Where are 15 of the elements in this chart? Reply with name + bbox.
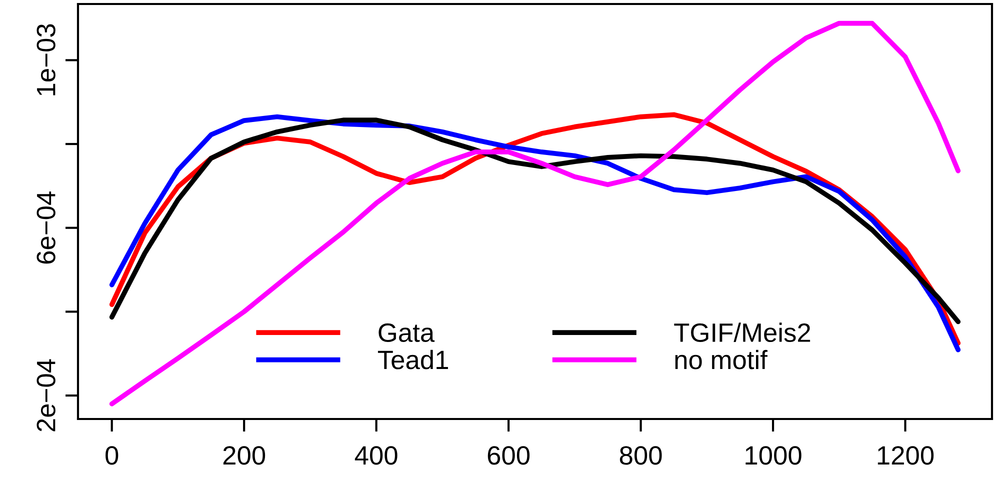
x-tick-label: 800 [620, 446, 662, 465]
legend-label: Tead1 [378, 350, 448, 370]
line-series [109, 20, 961, 406]
x-tick-label: 1200 [878, 446, 934, 465]
x-tick-label: 600 [488, 446, 530, 465]
x-tick-label: 200 [223, 446, 266, 465]
y-tick-label: 6e−04 [36, 192, 56, 264]
y-tick-label: 2e−04 [36, 359, 56, 432]
y-tick-label: 1e−03 [36, 24, 56, 96]
x-tick-label: 400 [354, 446, 398, 465]
legend-label: no motif [675, 350, 768, 370]
legend-label: TGIF/Meis2 [674, 322, 810, 342]
x-tick-label: 0 [106, 446, 118, 465]
legend-label: Gata [378, 323, 435, 342]
x-tick-label: 1000 [746, 446, 802, 465]
